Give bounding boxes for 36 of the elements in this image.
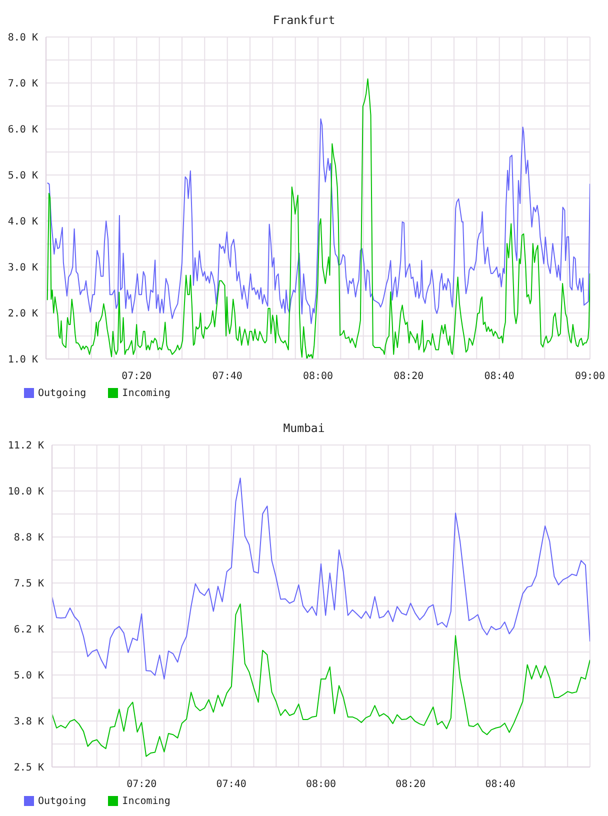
x-tick-label: 08:40: [484, 371, 514, 382]
line-series: [52, 603, 590, 757]
legend-label: Incoming: [122, 796, 170, 807]
legend-label: Outgoing: [38, 796, 86, 807]
x-tick-label: 07:20: [122, 371, 152, 382]
y-tick-label: 7.5 K: [14, 578, 44, 590]
y-tick-label: 6.0 K: [8, 124, 38, 136]
x-tick-label: 07:20: [126, 779, 157, 790]
y-tick-label: 11.2 K: [8, 440, 44, 452]
y-tick-label: 5.0 K: [8, 170, 38, 182]
chart-title: Frankfurt: [272, 13, 336, 27]
x-tick-label: 07:40: [212, 371, 242, 382]
x-tick-label: 08:20: [396, 779, 426, 790]
y-tick-label: 6.2 K: [14, 624, 44, 636]
x-tick-label: 08:40: [485, 779, 516, 790]
y-tick-label: 7.0 K: [8, 78, 38, 90]
y-tick-label: 1.0 K: [8, 354, 38, 366]
y-tick-label: 3.0 K: [8, 262, 38, 274]
y-tick-label: 8.8 K: [14, 532, 44, 544]
y-tick-label: 4.0 K: [8, 216, 38, 228]
legend-label: Incoming: [122, 388, 170, 399]
line-series: [46, 118, 590, 324]
x-tick-label: 08:00: [306, 779, 336, 790]
y-tick-label: 8.0 K: [8, 32, 38, 44]
legend-label: Outgoing: [38, 388, 86, 399]
x-tick-label: 08:20: [394, 371, 424, 382]
x-tick-label: 07:40: [216, 779, 246, 790]
y-tick-label: 2.5 K: [14, 762, 44, 774]
y-tick-label: 10.0 K: [8, 486, 44, 498]
x-tick-label: 08:00: [302, 371, 334, 382]
y-tick-label: 5.0 K: [14, 670, 44, 682]
y-tick-label: 2.0 K: [8, 308, 38, 320]
line-series: [52, 478, 590, 680]
y-tick-label: 3.8 K: [14, 716, 44, 728]
x-tick-label: 09:00: [574, 371, 606, 382]
chart-title: Mumbai: [282, 421, 326, 435]
